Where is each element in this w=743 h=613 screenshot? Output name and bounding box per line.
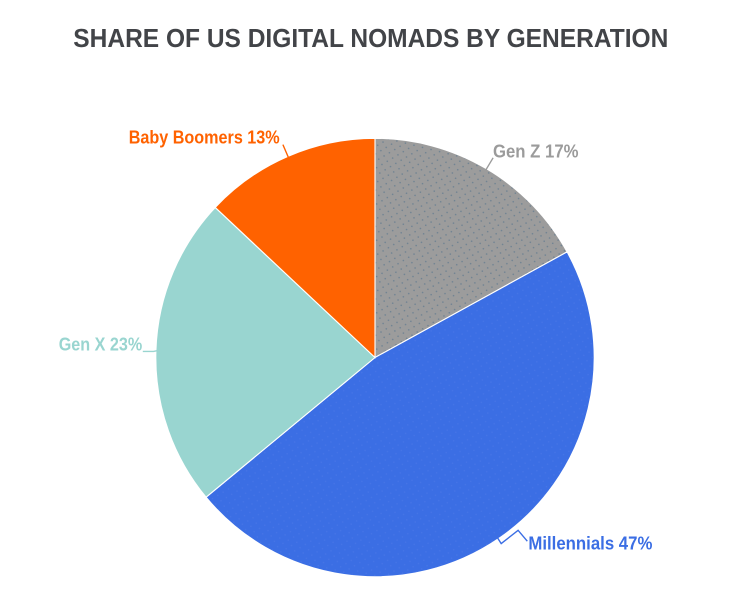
svg-text:SHARE OF US DIGITAL NOMADS BY: SHARE OF US DIGITAL NOMADS BY GENERATION bbox=[73, 23, 668, 53]
svg-text:Gen Z 17%: Gen Z 17% bbox=[493, 142, 579, 162]
svg-text:Millennials 47%: Millennials 47% bbox=[528, 533, 652, 553]
svg-text:Baby Boomers 13%: Baby Boomers 13% bbox=[129, 127, 280, 147]
svg-text:Gen X 23%: Gen X 23% bbox=[59, 335, 143, 355]
